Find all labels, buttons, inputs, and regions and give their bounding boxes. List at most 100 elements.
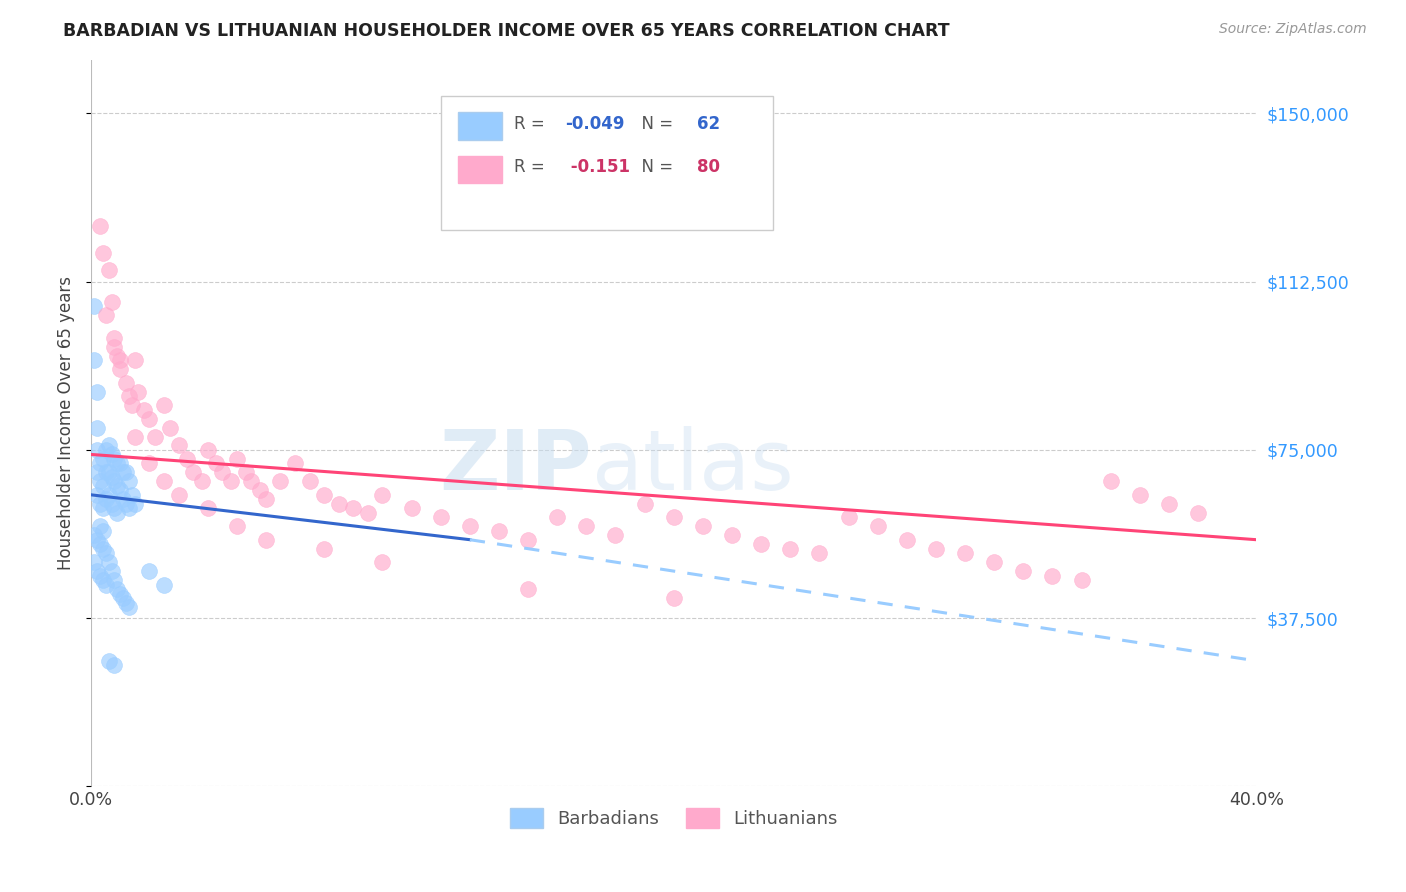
Point: [127, 384, 149, 399]
Point: [121, 398, 143, 412]
Point: [118, 501, 141, 516]
Text: 80: 80: [697, 158, 720, 177]
Point: [124, 353, 146, 368]
Point: [94, 492, 117, 507]
Point: [205, 457, 228, 471]
Point: [1157, 497, 1180, 511]
Point: [115, 595, 138, 609]
Point: [371, 488, 394, 502]
Point: [1129, 488, 1152, 502]
Point: [97, 466, 120, 480]
Text: -0.049: -0.049: [565, 114, 624, 133]
Point: [121, 488, 143, 502]
Point: [1042, 568, 1064, 582]
Point: [100, 470, 122, 484]
Point: [314, 488, 336, 502]
Point: [115, 497, 138, 511]
Legend: Barbadians, Lithuanians: Barbadians, Lithuanians: [503, 800, 845, 836]
Point: [100, 564, 122, 578]
Point: [124, 429, 146, 443]
Point: [110, 483, 132, 498]
Point: [692, 519, 714, 533]
Point: [191, 475, 214, 489]
Point: [1099, 475, 1122, 489]
Point: [97, 488, 120, 502]
Text: R =: R =: [515, 114, 550, 133]
Point: [254, 533, 277, 547]
Point: [314, 541, 336, 556]
Point: [103, 475, 125, 489]
Point: [1187, 506, 1209, 520]
Point: [429, 510, 451, 524]
Point: [112, 466, 135, 480]
Point: [105, 582, 128, 596]
Point: [103, 501, 125, 516]
Y-axis label: Householder Income Over 65 years: Householder Income Over 65 years: [58, 276, 75, 570]
Point: [86, 384, 108, 399]
Point: [219, 475, 242, 489]
Point: [105, 457, 128, 471]
Point: [89, 219, 111, 233]
Point: [143, 429, 166, 443]
Text: 62: 62: [697, 114, 720, 133]
Point: [662, 510, 685, 524]
Point: [138, 564, 160, 578]
Point: [240, 475, 263, 489]
Point: [328, 497, 350, 511]
Point: [838, 510, 860, 524]
Point: [269, 475, 291, 489]
Text: N =: N =: [631, 114, 678, 133]
Point: [167, 438, 190, 452]
Point: [211, 466, 233, 480]
Point: [112, 591, 135, 605]
Point: [91, 573, 114, 587]
Point: [103, 331, 125, 345]
Point: [153, 398, 176, 412]
Point: [983, 555, 1005, 569]
Point: [97, 263, 120, 277]
Point: [197, 501, 219, 516]
Point: [124, 497, 146, 511]
Point: [225, 519, 247, 533]
Point: [105, 479, 128, 493]
Point: [605, 528, 627, 542]
Point: [110, 586, 132, 600]
Point: [235, 466, 257, 480]
Point: [138, 457, 160, 471]
Point: [721, 528, 744, 542]
Point: [546, 510, 568, 524]
Point: [89, 475, 111, 489]
Point: [458, 519, 481, 533]
Point: [100, 447, 122, 461]
Point: [86, 466, 108, 480]
Point: [83, 555, 105, 569]
FancyBboxPatch shape: [458, 112, 502, 139]
Point: [97, 555, 120, 569]
Point: [167, 488, 190, 502]
Point: [91, 501, 114, 516]
Point: [91, 452, 114, 467]
FancyBboxPatch shape: [458, 155, 502, 183]
Point: [86, 533, 108, 547]
Point: [89, 457, 111, 471]
Text: BARBADIAN VS LITHUANIAN HOUSEHOLDER INCOME OVER 65 YEARS CORRELATION CHART: BARBADIAN VS LITHUANIAN HOUSEHOLDER INCO…: [63, 22, 950, 40]
Point: [342, 501, 364, 516]
Point: [749, 537, 772, 551]
Point: [110, 362, 132, 376]
Point: [94, 309, 117, 323]
Point: [153, 577, 176, 591]
Point: [118, 599, 141, 614]
Point: [105, 349, 128, 363]
Point: [925, 541, 948, 556]
Point: [91, 479, 114, 493]
Point: [94, 442, 117, 457]
Point: [254, 492, 277, 507]
Point: [103, 573, 125, 587]
Point: [517, 582, 540, 596]
Point: [86, 564, 108, 578]
Point: [181, 466, 204, 480]
Point: [94, 546, 117, 560]
Point: [83, 528, 105, 542]
Point: [118, 475, 141, 489]
Text: N =: N =: [631, 158, 678, 177]
